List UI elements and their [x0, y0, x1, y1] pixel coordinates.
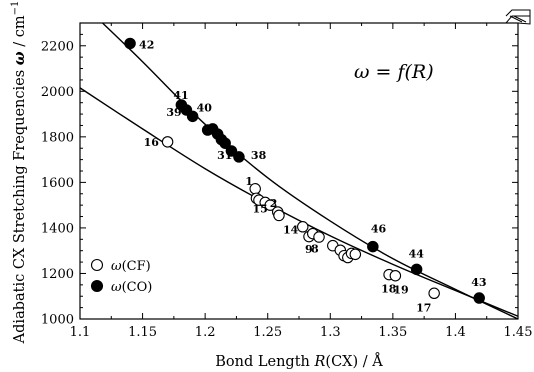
point-label: 31: [217, 149, 232, 162]
y-tick-label: 1000: [41, 313, 74, 328]
point-label: 2: [270, 197, 278, 210]
x-axis-title: Bond Length R(CX) / Å: [215, 352, 383, 370]
fit-curves: [79, 22, 519, 320]
co-data-point: [186, 110, 199, 123]
legend: ω(CF) ω(CO): [90, 258, 152, 295]
legend-marker-open: [90, 258, 104, 272]
co-data-point: [225, 145, 238, 157]
y-tick-labels: 1000 1200 1400 1600 1800 2000 2200: [41, 39, 74, 327]
x-tick-label: 1.1: [70, 325, 91, 340]
y-tick-label: 2000: [41, 85, 74, 100]
point-label: 40: [197, 101, 213, 114]
point-label: 44: [409, 247, 425, 260]
data-markers: [124, 37, 485, 304]
fit-curve: [79, 87, 519, 317]
cf-data-point: [161, 136, 174, 148]
cf-data-point: [349, 248, 362, 261]
cf-data-point: [273, 209, 285, 222]
cf-data-point: [389, 269, 402, 282]
fit-curve: [102, 22, 519, 320]
point-label: 43: [471, 276, 486, 289]
equation-annotation: ω = f(R): [354, 61, 434, 83]
point-label: 46: [371, 223, 387, 236]
cf-data-point: [264, 199, 276, 211]
axis-ticks: [79, 22, 519, 320]
x-tick-label: 1.45: [504, 325, 533, 340]
co-data-point: [367, 240, 379, 253]
y-tick-label: 2200: [41, 39, 74, 54]
point-label: 39: [166, 106, 181, 119]
x-tick-label: 1.35: [378, 325, 407, 340]
co-data-point: [473, 292, 485, 304]
point-label: 16: [144, 136, 160, 149]
co-data-point: [219, 137, 231, 149]
cf-data-point: [313, 231, 325, 243]
cf-data-point: [428, 287, 440, 300]
co-data-point: [233, 151, 245, 163]
point-label: 42: [139, 38, 154, 51]
x-tick-labels: 1.1 1.15 1.2 1.25 1.3 1.35 1.4 1.45: [70, 325, 533, 340]
legend-label-cf: ω(CF): [111, 259, 151, 274]
x-tick-label: 1.4: [445, 325, 466, 340]
x-tick-label: 1.15: [128, 325, 157, 340]
co-data-point: [124, 37, 136, 50]
legend-label-co: ω(CO): [111, 280, 152, 295]
y-tick-label: 1200: [41, 267, 74, 282]
x-tick-label: 1.3: [320, 325, 341, 340]
point-label: 17: [416, 301, 431, 314]
point-label: 38: [251, 149, 267, 162]
legend-marker-filled: [90, 279, 104, 293]
y-tick-label: 1800: [41, 130, 74, 145]
point-label: 41: [173, 89, 188, 102]
cf-data-point: [297, 221, 309, 233]
frame-corner-decoration: [505, 9, 531, 25]
point-label: 1: [245, 175, 253, 188]
y-tick-label: 1400: [41, 221, 74, 236]
point-label: 18: [381, 283, 397, 296]
point-label: 14: [283, 223, 299, 236]
co-data-point: [410, 263, 423, 276]
point-label: 19: [393, 284, 408, 297]
x-tick-label: 1.2: [195, 325, 216, 340]
point-label: 9: [305, 243, 313, 256]
y-tick-label: 1600: [41, 176, 74, 191]
x-tick-label: 1.25: [253, 325, 282, 340]
point-label: 15: [252, 202, 267, 215]
point-label: 8: [311, 243, 319, 256]
plot-frame: [79, 22, 519, 320]
y-axis-title: Adiabatic CX Stretching Frequencies ω / …: [10, 1, 28, 345]
